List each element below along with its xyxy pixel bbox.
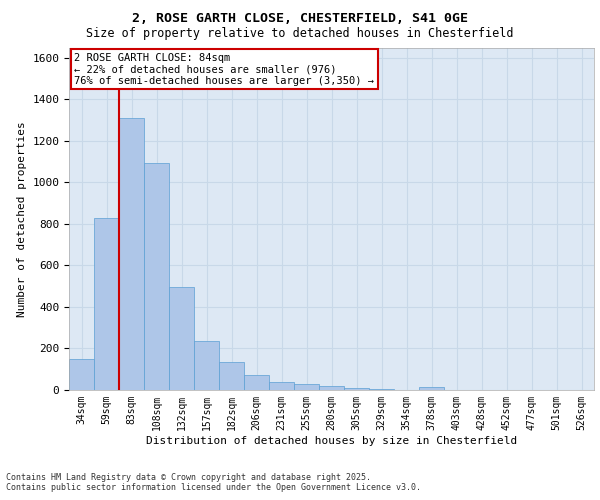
Bar <box>194 341 219 390</box>
Bar <box>244 376 269 390</box>
Bar <box>294 384 319 390</box>
Bar <box>319 386 344 390</box>
Bar <box>369 389 394 390</box>
Text: Contains HM Land Registry data © Crown copyright and database right 2025.
Contai: Contains HM Land Registry data © Crown c… <box>6 473 421 492</box>
X-axis label: Distribution of detached houses by size in Chesterfield: Distribution of detached houses by size … <box>146 436 517 446</box>
Bar <box>69 360 94 390</box>
Bar <box>144 162 169 390</box>
Bar <box>219 362 244 390</box>
Bar <box>119 118 144 390</box>
Text: Size of property relative to detached houses in Chesterfield: Size of property relative to detached ho… <box>86 28 514 40</box>
Bar <box>169 287 194 390</box>
Bar <box>419 387 444 390</box>
Bar <box>269 382 294 390</box>
Bar <box>94 218 119 390</box>
Bar <box>344 388 369 390</box>
Text: 2, ROSE GARTH CLOSE, CHESTERFIELD, S41 0GE: 2, ROSE GARTH CLOSE, CHESTERFIELD, S41 0… <box>132 12 468 26</box>
Y-axis label: Number of detached properties: Number of detached properties <box>17 121 27 316</box>
Text: 2 ROSE GARTH CLOSE: 84sqm
← 22% of detached houses are smaller (976)
76% of semi: 2 ROSE GARTH CLOSE: 84sqm ← 22% of detac… <box>74 52 374 86</box>
